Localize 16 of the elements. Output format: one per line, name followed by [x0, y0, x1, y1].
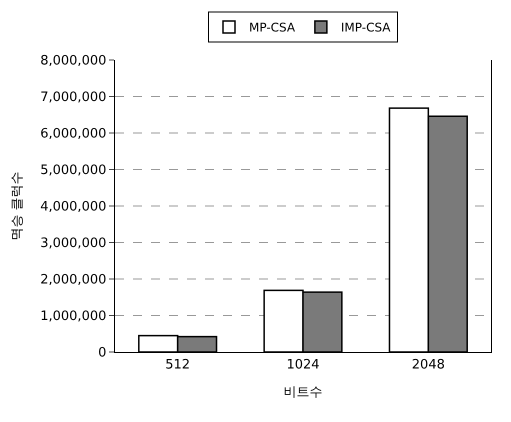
y-tick-label: 6,000,000: [40, 126, 106, 142]
y-tick-label: 2,000,000: [40, 272, 106, 288]
y-tick-label: 8,000,000: [40, 54, 106, 69]
y-tick-label: 4,000,000: [40, 200, 106, 215]
legend-label: IMP-CSA: [340, 20, 392, 35]
y-tick-label: 0: [98, 346, 106, 361]
y-tick-label: 3,000,000: [40, 236, 106, 252]
y-axis-title: 멱승 클럭수: [10, 171, 26, 241]
x-tick-label: 512: [165, 358, 190, 373]
x-axis-title: 비트수: [284, 385, 322, 400]
y-tick-label: 5,000,000: [40, 163, 106, 178]
legend-label: MP-CSA: [249, 20, 296, 35]
x-tick-label: 2048: [412, 358, 445, 373]
y-tick-label: 1,000,000: [40, 309, 106, 324]
y-tick-label: 7,000,000: [40, 90, 106, 106]
x-tick-label: 1024: [286, 358, 320, 373]
